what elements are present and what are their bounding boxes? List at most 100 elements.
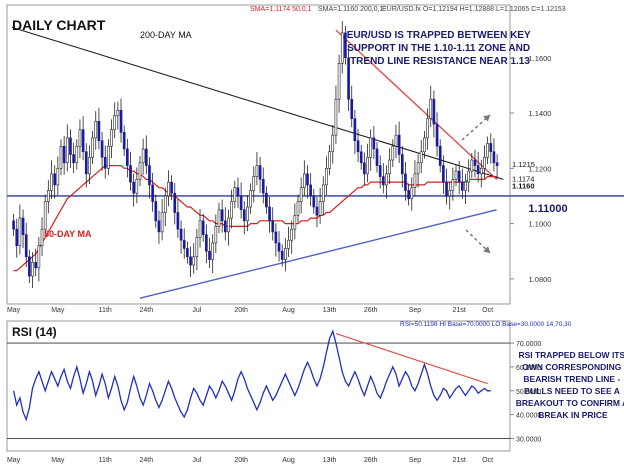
last-price-label: 1.1160: [512, 181, 535, 190]
candle-body: [138, 162, 142, 180]
candle-body: [201, 220, 205, 235]
rsi-xtick-label: May: [7, 457, 21, 464]
candle-body: [40, 228, 44, 247]
candle-body: [239, 195, 243, 211]
candle-body: [227, 217, 230, 233]
candle-body: [280, 250, 284, 260]
ohlc-readout: EUR/USD.fx O=1.12194 H=1.12888 L=1.12065…: [382, 6, 566, 13]
price-xtick-label: 11th: [99, 307, 112, 314]
candle-body: [141, 148, 145, 164]
candle-body: [470, 159, 474, 172]
price-ytick-label: 1.1000: [529, 220, 552, 229]
candle-body: [94, 121, 98, 139]
candle-body: [97, 121, 101, 141]
candle-body: [413, 173, 417, 188]
candle-body: [495, 162, 499, 166]
rsi-xtick-label: 11th: [99, 457, 112, 464]
candle-body: [461, 181, 464, 191]
price-ytick-label: 1.0800: [529, 275, 552, 284]
candle-body: [454, 170, 458, 180]
candle-body: [375, 148, 379, 166]
candle-body: [103, 156, 107, 169]
candle-body: [407, 190, 410, 200]
candle-body: [50, 173, 53, 191]
candle-body: [372, 137, 376, 150]
candle-body: [350, 98, 354, 119]
candle-body: [113, 115, 117, 130]
candle-body: [315, 206, 319, 216]
candle-body: [274, 231, 278, 244]
candle-body: [442, 165, 445, 183]
candle-body: [451, 179, 455, 191]
candle-body: [151, 184, 154, 202]
candle-body: [340, 32, 344, 64]
candle-body: [489, 143, 493, 153]
candle-body: [429, 98, 433, 119]
candle-body: [69, 137, 72, 155]
candle-body: [53, 173, 56, 186]
candle-body: [205, 234, 208, 252]
sma50-readout: SMA=1.1174 50,0,1: [250, 6, 312, 13]
price-xtick-label: 21st: [453, 307, 466, 314]
price-xtick-label: Sep: [409, 307, 422, 314]
candle-body: [277, 242, 281, 252]
candle-body: [230, 201, 233, 219]
candle-body: [211, 242, 215, 260]
candle-body: [347, 57, 350, 100]
candle-body: [189, 256, 192, 266]
candle-body: [28, 256, 31, 277]
candle-body: [312, 195, 316, 208]
candle-body: [233, 187, 237, 202]
candle-body: [479, 168, 483, 175]
candle-body: [214, 226, 218, 244]
candle-body: [217, 209, 221, 227]
candle-body: [144, 148, 148, 166]
price-chart-title: DAILY CHART: [12, 17, 106, 33]
candle-body: [426, 118, 429, 139]
candle-body: [65, 137, 69, 164]
candle-body: [331, 134, 335, 153]
candle-body: [394, 134, 398, 147]
candle-body: [318, 201, 322, 216]
rsi-xtick-label: 13th: [323, 457, 337, 464]
price-xtick-label: 13th: [323, 307, 337, 314]
candle-body: [62, 145, 66, 164]
rsi-readout: RSI=50.1198 HI Base=70.0000 LO Base=30.0…: [400, 321, 572, 328]
price-plot: [7, 20, 624, 299]
candle-body: [18, 217, 22, 247]
ma50-line: [13, 165, 498, 272]
last-price-label: 1.1174: [512, 175, 534, 184]
candle-body: [78, 129, 82, 147]
candle-body: [287, 239, 290, 249]
candle-body: [419, 151, 423, 164]
candle-body: [195, 237, 199, 258]
candle-body: [31, 262, 34, 277]
candle-body: [220, 209, 224, 222]
candle-body: [182, 239, 186, 249]
candle-body: [486, 143, 489, 158]
support-trend-line: [139, 209, 497, 299]
candle-body: [423, 137, 426, 153]
candle-body: [242, 209, 246, 222]
candle-body: [448, 190, 452, 197]
candle-body: [457, 170, 461, 183]
price-xtick-label: Aug: [282, 307, 295, 314]
candle-body: [81, 129, 85, 153]
candle-body: [154, 201, 158, 222]
rsi-trend-line: [335, 332, 488, 385]
candle-body: [344, 32, 347, 59]
candle-body: [15, 228, 19, 247]
breakout-down-arrow-head: [483, 246, 490, 253]
price-xtick-label: 20th: [234, 307, 248, 314]
rsi-xtick-label: Jul: [192, 457, 201, 464]
candle-body: [129, 165, 132, 183]
candle-body: [445, 181, 448, 197]
candle-body: [12, 220, 15, 230]
rsi-ytick-label: 30.0000: [516, 436, 541, 443]
candle-body: [293, 215, 297, 230]
candle-body: [265, 192, 268, 208]
candle-body: [236, 187, 240, 197]
rsi-ytick-label: 40.0000: [516, 413, 541, 420]
candle-body: [388, 159, 391, 175]
